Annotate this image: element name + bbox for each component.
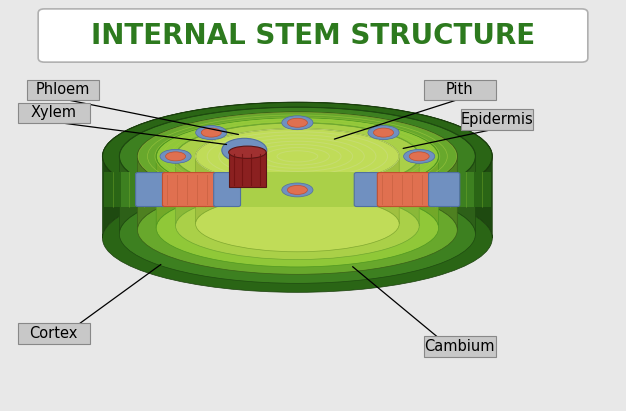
Polygon shape	[121, 172, 474, 207]
Ellipse shape	[287, 185, 307, 194]
Polygon shape	[197, 172, 398, 207]
Polygon shape	[138, 112, 457, 230]
FancyBboxPatch shape	[163, 173, 217, 206]
Ellipse shape	[196, 173, 227, 187]
Ellipse shape	[288, 186, 307, 194]
FancyBboxPatch shape	[461, 109, 533, 130]
FancyBboxPatch shape	[424, 80, 496, 100]
Ellipse shape	[138, 112, 457, 201]
Ellipse shape	[369, 126, 399, 139]
Ellipse shape	[195, 196, 399, 252]
Ellipse shape	[228, 146, 266, 158]
Polygon shape	[216, 172, 379, 207]
Ellipse shape	[202, 175, 221, 185]
FancyBboxPatch shape	[136, 173, 167, 206]
Ellipse shape	[197, 173, 226, 187]
Ellipse shape	[368, 173, 399, 187]
FancyBboxPatch shape	[354, 173, 381, 206]
Ellipse shape	[222, 139, 267, 162]
Text: Phloem: Phloem	[36, 83, 90, 97]
Ellipse shape	[202, 128, 221, 137]
Ellipse shape	[103, 102, 492, 210]
Ellipse shape	[404, 149, 435, 163]
Ellipse shape	[175, 192, 419, 260]
Polygon shape	[175, 123, 419, 226]
Ellipse shape	[369, 173, 399, 187]
Ellipse shape	[161, 150, 190, 163]
Ellipse shape	[197, 126, 226, 139]
Ellipse shape	[368, 126, 399, 140]
Ellipse shape	[196, 126, 227, 140]
Ellipse shape	[374, 129, 393, 137]
Ellipse shape	[374, 128, 394, 137]
Text: Pith: Pith	[446, 83, 474, 97]
Text: Cortex: Cortex	[29, 326, 78, 341]
Ellipse shape	[138, 186, 457, 274]
Polygon shape	[158, 172, 438, 207]
FancyBboxPatch shape	[38, 9, 588, 62]
Polygon shape	[104, 172, 491, 207]
FancyBboxPatch shape	[424, 336, 496, 357]
Ellipse shape	[202, 176, 220, 184]
Ellipse shape	[202, 129, 220, 137]
Polygon shape	[156, 118, 439, 228]
FancyBboxPatch shape	[377, 173, 433, 206]
Ellipse shape	[409, 152, 429, 161]
Ellipse shape	[288, 119, 307, 127]
Ellipse shape	[120, 185, 475, 283]
Ellipse shape	[282, 183, 312, 196]
Text: Cambium: Cambium	[424, 339, 495, 354]
FancyBboxPatch shape	[18, 323, 90, 344]
Ellipse shape	[167, 152, 185, 160]
Ellipse shape	[282, 116, 313, 130]
Ellipse shape	[166, 152, 185, 161]
Ellipse shape	[175, 123, 419, 190]
FancyBboxPatch shape	[429, 173, 459, 206]
Ellipse shape	[404, 150, 434, 163]
FancyBboxPatch shape	[213, 173, 240, 206]
Ellipse shape	[282, 183, 313, 197]
Polygon shape	[139, 172, 456, 207]
Ellipse shape	[120, 107, 475, 206]
Ellipse shape	[103, 184, 492, 292]
Polygon shape	[228, 152, 266, 187]
Polygon shape	[120, 172, 475, 207]
Text: Xylem: Xylem	[31, 106, 77, 120]
Ellipse shape	[195, 129, 399, 184]
Ellipse shape	[160, 149, 191, 163]
Ellipse shape	[156, 189, 439, 267]
Ellipse shape	[374, 176, 393, 184]
Polygon shape	[120, 107, 475, 234]
Ellipse shape	[282, 116, 312, 129]
Ellipse shape	[156, 118, 439, 195]
Text: Epidermis: Epidermis	[461, 112, 533, 127]
Polygon shape	[103, 102, 492, 238]
Ellipse shape	[374, 175, 394, 185]
FancyBboxPatch shape	[27, 80, 100, 100]
FancyBboxPatch shape	[18, 103, 90, 123]
Polygon shape	[177, 172, 418, 207]
Polygon shape	[195, 129, 399, 224]
Ellipse shape	[410, 152, 429, 160]
Text: INTERNAL STEM STRUCTURE: INTERNAL STEM STRUCTURE	[91, 21, 535, 49]
Ellipse shape	[287, 118, 307, 127]
